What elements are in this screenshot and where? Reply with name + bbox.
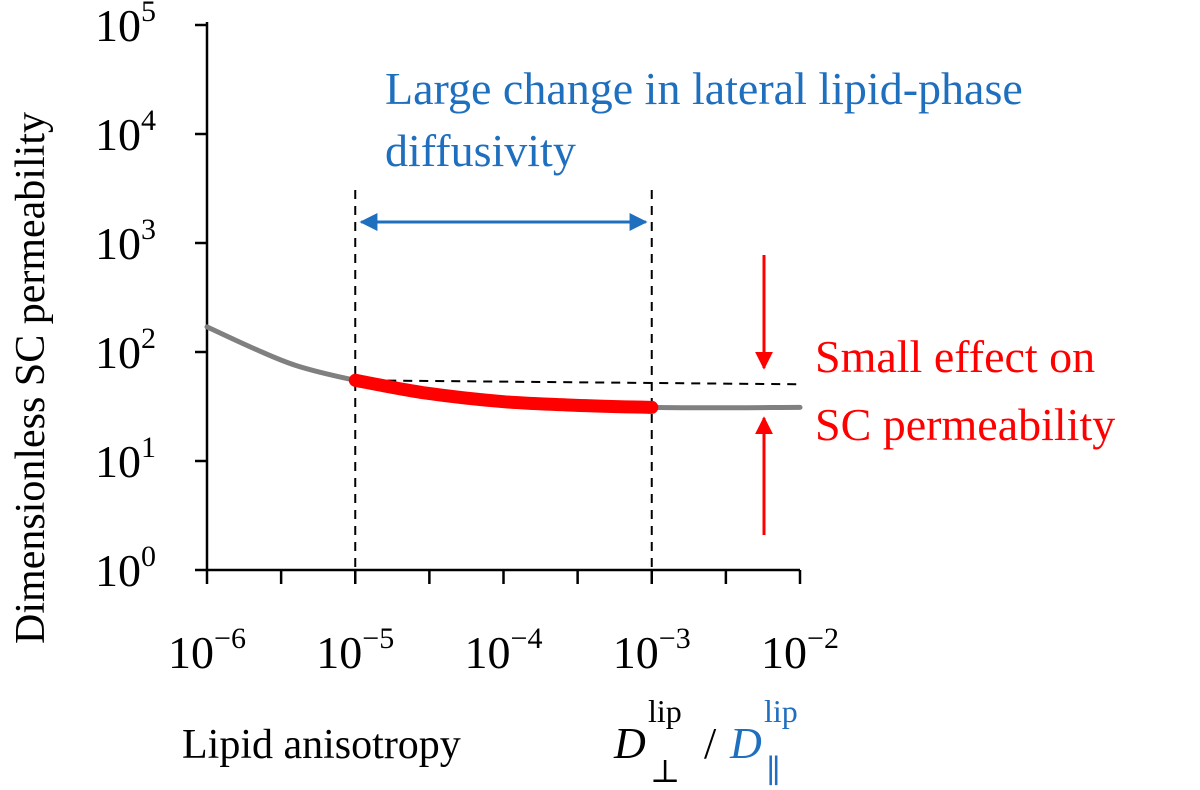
blue-annotation-line-1: Large change in lateral lipid-phase xyxy=(385,63,1023,114)
blue-annotation-line-2: diffusivity xyxy=(385,125,576,176)
red-annotation-line-1: Small effect on xyxy=(815,331,1095,382)
x-tick-label: 10−3 xyxy=(613,622,691,678)
x-tick-label: 10−2 xyxy=(761,622,839,678)
y-tick-label: 103 xyxy=(95,213,156,269)
red-annotation-line-2: SC permeability xyxy=(815,399,1115,450)
ratio-numerator-sub: ⊥ xyxy=(650,753,680,789)
ratio-denominator-sup: lip xyxy=(764,693,798,729)
y-tick-label: 100 xyxy=(95,540,156,596)
y-tick-label: 101 xyxy=(95,431,156,487)
x-tick-label: 10−4 xyxy=(465,622,543,678)
ratio-denominator-sub: ∥ xyxy=(766,753,781,789)
x-axis-title-prefix: Lipid anisotropy xyxy=(182,722,461,768)
series-line-highlighted-range xyxy=(348,373,659,414)
x-tick-label: 10−5 xyxy=(316,622,394,678)
reference-dashed-line xyxy=(355,379,801,386)
ratio-slash: / xyxy=(704,719,717,768)
tick-marks xyxy=(195,23,802,584)
y-axis-title: Dimensionless SC permeability xyxy=(8,112,54,644)
ratio-numerator-sup: lip xyxy=(648,693,682,729)
x-tick-label: 10−6 xyxy=(168,622,246,678)
x-axis-title-ratio: D lip ⊥ / D lip ∥ xyxy=(613,693,798,789)
ratio-denominator-symbol: D xyxy=(729,719,762,768)
y-tick-label: 104 xyxy=(95,104,156,160)
ratio-numerator-symbol: D xyxy=(613,719,646,768)
tick-labels: 10−6 10−5 10−4 10−3 10−2 100 101 102 103 104 105 xyxy=(95,0,839,678)
y-tick-label: 102 xyxy=(95,322,156,378)
y-tick-label: 105 xyxy=(95,0,156,51)
